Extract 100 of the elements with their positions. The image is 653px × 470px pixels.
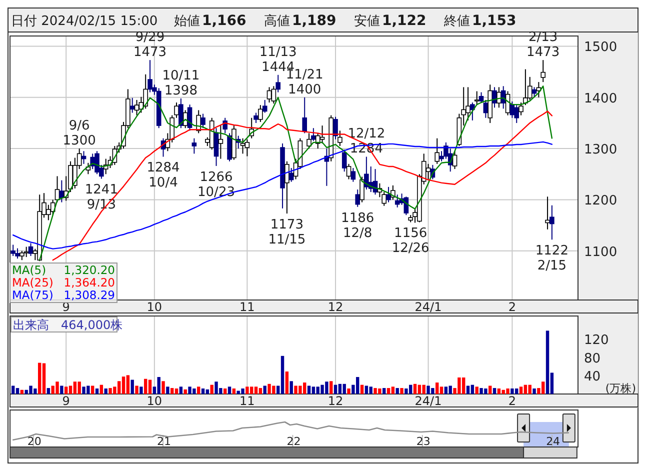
y-tick-label: 40 xyxy=(584,370,601,385)
bar xyxy=(400,388,404,394)
x-tick-label: 24/1 xyxy=(414,300,442,314)
annotation: 1,364.20 xyxy=(64,276,115,290)
annotation: 11/21 1400 xyxy=(286,67,324,98)
bar xyxy=(369,386,372,394)
annotation: 1122 2/15 xyxy=(535,244,568,274)
text: 1,153 xyxy=(472,13,516,29)
series-label: MA(5) xyxy=(12,263,46,277)
x-tick-label: 9 xyxy=(62,394,70,408)
bar xyxy=(258,388,262,394)
bar xyxy=(232,388,236,394)
bar xyxy=(364,386,368,394)
bar xyxy=(280,356,284,394)
bar xyxy=(510,388,514,394)
bar xyxy=(20,390,24,394)
bar xyxy=(73,382,77,394)
annotation: 1266 10/23 xyxy=(198,170,235,200)
annotation: 1173 11/15 xyxy=(268,218,306,248)
bar xyxy=(470,384,474,394)
bar xyxy=(391,386,395,394)
bar xyxy=(170,388,174,394)
bar xyxy=(532,388,536,394)
category-label: 高値 xyxy=(264,13,290,29)
bar xyxy=(140,386,143,394)
y-tick-label: 1100 xyxy=(584,244,618,260)
x-tick-label: 10 xyxy=(146,300,162,314)
annotation: 10/11 1398 xyxy=(162,68,200,98)
text: 1,166 xyxy=(202,13,246,29)
chart-title: 出来高 464,000株 xyxy=(13,318,123,332)
x-tick-label: 24/1 xyxy=(414,394,442,408)
bar xyxy=(506,388,510,394)
annotation: 9/6 1300 xyxy=(62,118,96,149)
bar xyxy=(254,386,258,394)
bar xyxy=(396,388,399,394)
y-tick-label: 1500 xyxy=(584,40,618,56)
bar xyxy=(130,380,134,394)
bar xyxy=(228,386,232,394)
bar xyxy=(148,380,152,394)
bar xyxy=(184,389,187,394)
bar xyxy=(179,386,183,394)
bar xyxy=(90,386,94,394)
category-label: 終値 xyxy=(443,14,470,29)
y-tick-label: 1200 xyxy=(584,194,618,209)
bar xyxy=(135,386,138,394)
bar xyxy=(126,375,130,394)
bar xyxy=(206,389,210,394)
bar xyxy=(338,384,342,394)
x-tick-label: 12 xyxy=(328,394,344,408)
text: 1,122 xyxy=(382,13,426,29)
bar xyxy=(100,384,104,394)
x-tick-label: 2 xyxy=(508,394,516,408)
x-tick-label: 12 xyxy=(328,300,344,314)
bar xyxy=(444,386,448,394)
text: 1,189 xyxy=(292,13,336,29)
bar xyxy=(68,386,72,394)
bar xyxy=(144,378,148,394)
bar xyxy=(38,362,42,394)
bar xyxy=(122,376,126,394)
annotation: 1284 10/4 xyxy=(146,160,180,191)
bar xyxy=(174,388,178,394)
text: 日付 2024/02/15 15:00 xyxy=(11,14,158,29)
bar xyxy=(104,388,108,394)
bar xyxy=(422,384,426,394)
annotation: 1156 12/26 xyxy=(392,226,430,256)
x-tick-label: 11 xyxy=(240,394,255,408)
bar xyxy=(224,388,227,394)
bar xyxy=(263,386,266,394)
bar xyxy=(347,388,350,394)
bar xyxy=(78,382,81,394)
bar xyxy=(162,381,165,394)
bar xyxy=(418,384,422,394)
y-tick-label: 1300 xyxy=(584,142,618,158)
bar xyxy=(386,388,390,394)
y-axis-title: (万株) xyxy=(605,382,636,395)
bar xyxy=(307,386,311,394)
bar xyxy=(488,386,492,394)
bar xyxy=(546,330,550,394)
y-tick-label: 120 xyxy=(584,332,609,348)
bar xyxy=(285,372,289,394)
bar xyxy=(330,381,333,394)
bar xyxy=(312,386,316,394)
bar xyxy=(16,388,20,394)
bar xyxy=(492,388,496,394)
bar xyxy=(42,363,46,394)
x-tick-label: 22 xyxy=(286,435,301,448)
bar xyxy=(157,377,160,394)
bar xyxy=(210,384,214,394)
bar xyxy=(466,386,470,394)
bar xyxy=(246,386,249,394)
bar xyxy=(64,386,68,394)
y-tick-label: 80 xyxy=(584,351,601,366)
bar xyxy=(290,381,293,394)
bar xyxy=(440,386,444,394)
x-tick-label: 24 xyxy=(546,435,560,448)
text: MA(75) xyxy=(12,288,54,302)
bar xyxy=(201,388,205,394)
x-tick-label: 11 xyxy=(240,300,255,314)
bar xyxy=(519,386,523,394)
annotation: 1,320.20 xyxy=(64,263,115,277)
